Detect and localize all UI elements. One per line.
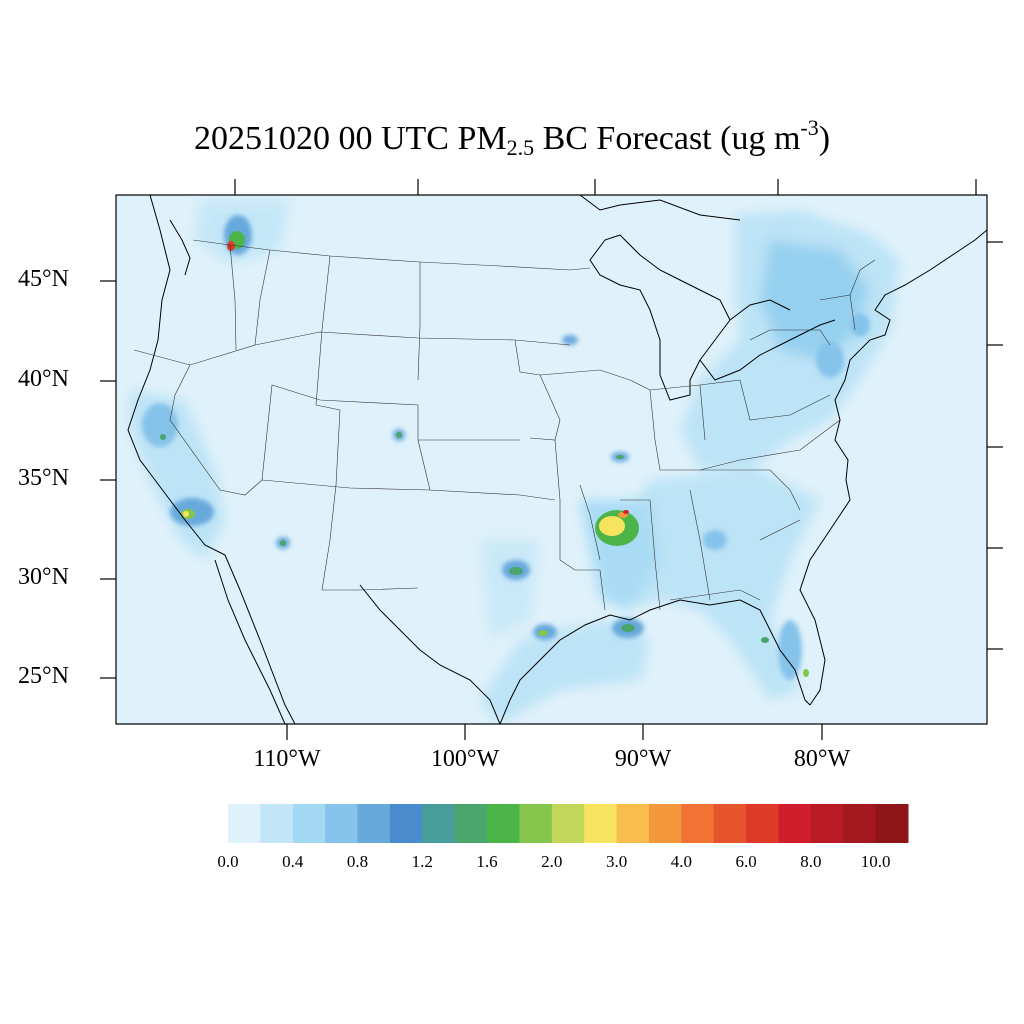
colorbar-swatch	[843, 804, 877, 843]
colorbar-label: 0.8	[346, 852, 369, 871]
hotspot-denver-green	[396, 432, 402, 438]
colorbar-swatch	[810, 804, 844, 843]
lon-label-90: 90°W	[614, 746, 672, 772]
lat-label-45: 45°N	[18, 266, 69, 292]
hotspot-arkansas-yellow	[599, 516, 625, 536]
colorbar-swatch	[551, 804, 585, 843]
colorbar-swatch	[260, 804, 294, 843]
atlanta-patch	[703, 530, 727, 550]
map-frame	[115, 194, 988, 725]
lon-label-100: 100°W	[430, 746, 500, 772]
hotspot-tampa-green	[761, 637, 769, 643]
colorbar-swatch	[648, 804, 682, 843]
colorbar-swatch	[519, 804, 553, 843]
colorbar-swatch	[875, 804, 909, 843]
colorbar-swatch	[616, 804, 650, 843]
colorbar-swatch	[389, 804, 423, 843]
hotspot-florida-green	[803, 669, 809, 677]
colorbar-swatch	[228, 804, 261, 843]
sf-bay-patch	[142, 403, 178, 447]
colorbar-swatch	[681, 804, 715, 843]
hotspot-la-yellow	[183, 511, 189, 517]
colorbar-label: 4.0	[670, 852, 692, 871]
colorbar-swatch	[422, 804, 456, 843]
hotspot-houston-green	[538, 630, 548, 636]
boston-patch	[850, 313, 870, 337]
hotspot-arkansas-red	[623, 510, 629, 514]
colorbar-swatch	[746, 804, 779, 843]
nyc-patch	[816, 342, 844, 378]
hotspot-idaho-red	[227, 241, 235, 251]
hotspot-neworleans-green	[621, 624, 635, 632]
colorbar-swatch	[584, 804, 618, 843]
hotspot-dallas-green	[509, 567, 523, 575]
lat-label-40: 40°N	[18, 366, 69, 392]
colorbar-swatch	[292, 804, 326, 843]
colorbar-label: 10.0	[860, 852, 891, 871]
hotspot-phoenix-green	[280, 540, 286, 546]
colorbar-swatch	[778, 804, 812, 843]
hotspot-stlouis-green	[616, 455, 624, 459]
coastlines	[127, 195, 987, 724]
florida-patch	[778, 620, 802, 680]
colorbar-label: 0.4	[282, 852, 304, 871]
colorbar-label: 2.0	[541, 852, 563, 871]
tick-marks	[100, 179, 1003, 740]
colorbar-label: 0.0	[217, 852, 239, 871]
colorbar-label: 6.0	[735, 852, 757, 871]
hotspot-sfbay-green	[160, 434, 166, 440]
colorbar-swatch	[713, 804, 747, 843]
colorbar	[228, 804, 909, 843]
state-borders	[133, 239, 876, 611]
colorbar-swatch	[454, 804, 488, 843]
lon-label-80: 80°W	[793, 746, 851, 772]
lon-label-110: 110°W	[253, 746, 321, 772]
colorbar-swatch	[325, 804, 359, 843]
colorbar-swatch	[357, 804, 391, 843]
colorbar-label: 1.2	[411, 852, 433, 871]
lat-label-30: 30°N	[18, 564, 69, 590]
chicago-patch	[562, 335, 578, 345]
concentration-field	[127, 195, 987, 724]
lat-label-25: 25°N	[18, 663, 69, 689]
gulf-coast-field	[480, 620, 650, 724]
colorbar-label: 8.0	[800, 852, 822, 871]
colorbar-label: 1.6	[476, 852, 498, 871]
map-title: 20251020 00 UTC PM2.5 BC Forecast (ug m-…	[193, 115, 831, 160]
colorbar-label: 3.0	[605, 852, 628, 871]
colorbar-swatch	[487, 804, 520, 843]
lat-label-35: 35°N	[18, 465, 69, 491]
